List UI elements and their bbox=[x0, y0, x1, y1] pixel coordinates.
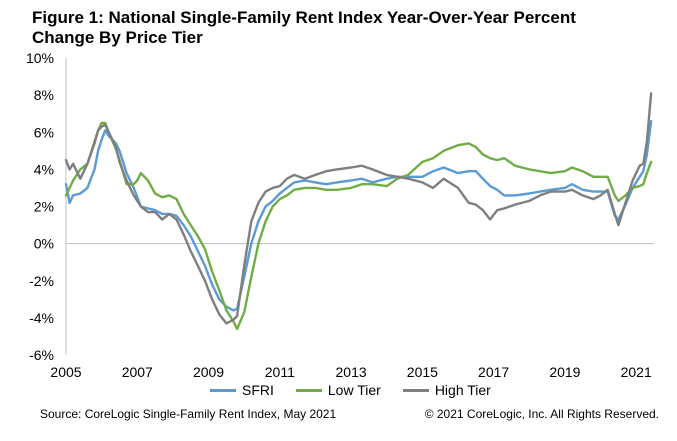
legend-swatch-low-tier bbox=[295, 388, 322, 392]
x-tick-label: 2011 bbox=[265, 364, 295, 380]
series-line-low-tier bbox=[64, 121, 653, 331]
legend-item-low-tier: Low Tier bbox=[295, 382, 381, 398]
legend-swatch-sfri bbox=[210, 388, 236, 392]
legend-swatch-high-tier bbox=[402, 388, 429, 392]
y-tick-label: 2% bbox=[34, 199, 54, 215]
x-tick-label: 2017 bbox=[478, 364, 509, 380]
legend-label-high-tier: High Tier bbox=[434, 382, 491, 398]
y-tick-label: 6% bbox=[34, 124, 54, 140]
legend-label-low-tier: Low Tier bbox=[327, 382, 381, 398]
legend-label-sfri: SFRI bbox=[242, 382, 274, 398]
x-tick-label: 2015 bbox=[407, 364, 438, 380]
y-tick-label: 10% bbox=[26, 50, 54, 66]
x-tick-label: 2013 bbox=[336, 364, 367, 380]
x-tick-label: 2005 bbox=[50, 364, 81, 380]
legend-item-high-tier: High Tier bbox=[402, 382, 491, 398]
x-tick-label: 2019 bbox=[549, 364, 580, 380]
copyright-note: © 2021 CoreLogic, Inc. All Rights Reserv… bbox=[424, 407, 659, 421]
x-tick-label: 2007 bbox=[122, 364, 153, 380]
chart-legend: SFRI Low Tier High Tier bbox=[210, 382, 491, 398]
series-line-high-tier bbox=[64, 92, 653, 325]
source-note: Source: CoreLogic Single-Family Rent Ind… bbox=[40, 407, 337, 421]
series-line-sfri bbox=[64, 119, 653, 312]
y-tick-label: -2% bbox=[29, 273, 54, 289]
legend-item-sfri: SFRI bbox=[210, 382, 274, 398]
x-tick-label: 2009 bbox=[193, 364, 224, 380]
y-tick-label: 0% bbox=[34, 236, 54, 252]
chart-title: Figure 1: National Single-Family Rent In… bbox=[32, 8, 652, 48]
x-tick-label: 2021 bbox=[621, 364, 652, 380]
y-tick-label: -6% bbox=[29, 347, 54, 363]
chart-title-line1: Figure 1: National Single-Family Rent In… bbox=[32, 8, 576, 27]
y-tick-label: 8% bbox=[34, 87, 54, 103]
y-tick-label: -4% bbox=[29, 310, 54, 326]
y-tick-label: 4% bbox=[34, 161, 54, 177]
chart-title-line2: Change By Price Tier bbox=[32, 28, 203, 47]
